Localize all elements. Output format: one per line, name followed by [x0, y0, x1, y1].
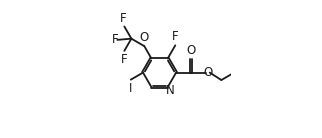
Text: F: F: [172, 30, 179, 43]
Text: I: I: [128, 82, 132, 95]
Text: O: O: [204, 66, 213, 79]
Text: F: F: [121, 53, 127, 66]
Text: O: O: [139, 31, 148, 44]
Text: O: O: [186, 43, 195, 57]
Text: N: N: [166, 83, 175, 96]
Text: F: F: [111, 33, 118, 46]
Text: F: F: [120, 12, 127, 25]
